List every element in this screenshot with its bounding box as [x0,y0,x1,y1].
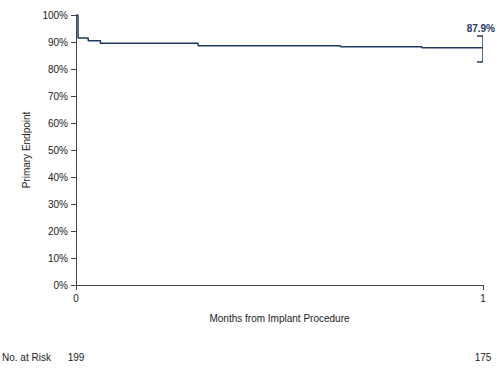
svg-text:60%: 60% [48,118,68,129]
svg-text:40%: 40% [48,172,68,183]
svg-text:70%: 70% [48,91,68,102]
svg-text:199: 199 [68,352,85,363]
svg-text:1: 1 [480,293,486,304]
svg-text:0%: 0% [54,280,69,291]
svg-text:Months from Implant Procedure: Months from Implant Procedure [209,313,349,324]
svg-text:20%: 20% [48,226,68,237]
svg-text:Primary Endpoint: Primary Endpoint [21,111,32,188]
svg-text:No. at Risk: No. at Risk [2,352,52,363]
svg-text:30%: 30% [48,199,68,210]
svg-text:80%: 80% [48,64,68,75]
svg-text:100%: 100% [42,10,68,21]
svg-text:0: 0 [73,293,79,304]
svg-text:10%: 10% [48,253,68,264]
svg-text:90%: 90% [48,37,68,48]
svg-text:50%: 50% [48,145,68,156]
svg-text:87.9%: 87.9% [467,23,495,34]
svg-text:175: 175 [475,352,492,363]
